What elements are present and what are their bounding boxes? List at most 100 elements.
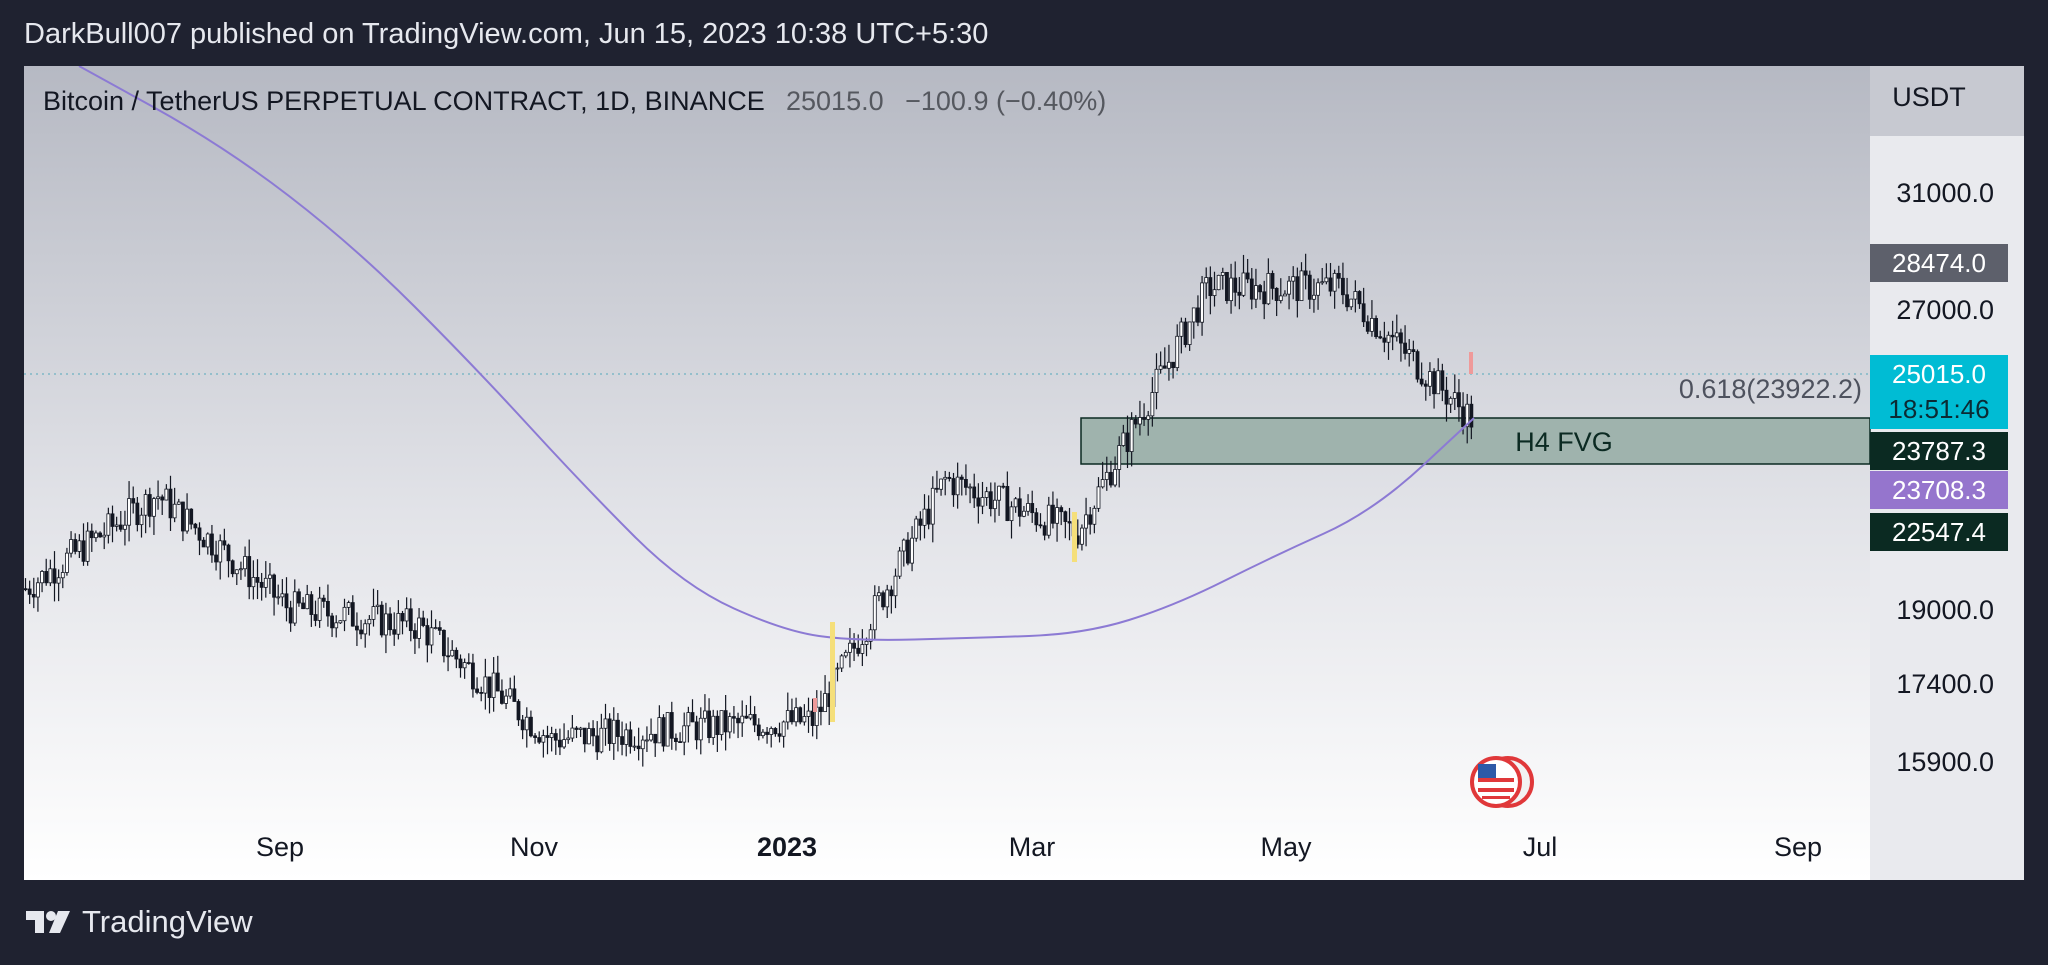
candle bbox=[1146, 410, 1151, 436]
candle bbox=[1303, 253, 1308, 290]
candle bbox=[81, 523, 86, 566]
candle bbox=[744, 704, 749, 719]
candle bbox=[1403, 325, 1407, 360]
candle bbox=[421, 610, 426, 628]
candle bbox=[736, 712, 740, 739]
candle bbox=[1432, 368, 1436, 409]
candle bbox=[437, 621, 442, 636]
candle bbox=[1345, 277, 1349, 312]
candle bbox=[152, 496, 156, 535]
us-flag-icon[interactable] bbox=[1470, 756, 1534, 808]
candle bbox=[1026, 494, 1030, 516]
candle bbox=[1382, 321, 1387, 353]
candle bbox=[454, 647, 459, 669]
price-tag-box bbox=[1870, 513, 2008, 551]
candle bbox=[210, 524, 214, 563]
candle bbox=[375, 590, 380, 615]
candle bbox=[1465, 393, 1470, 444]
candle bbox=[185, 493, 189, 534]
candle bbox=[1138, 400, 1142, 436]
candle bbox=[732, 706, 736, 734]
candle bbox=[922, 494, 927, 539]
candle bbox=[60, 564, 65, 589]
candle bbox=[653, 733, 658, 757]
candle bbox=[1113, 456, 1117, 488]
candle bbox=[272, 573, 276, 616]
candle bbox=[123, 510, 127, 546]
candle bbox=[1237, 277, 1242, 310]
candle bbox=[1448, 396, 1453, 413]
candle bbox=[1278, 278, 1283, 304]
candle bbox=[740, 700, 745, 737]
candle bbox=[549, 726, 554, 752]
candle bbox=[524, 707, 529, 748]
candle bbox=[1059, 505, 1064, 526]
candle bbox=[558, 728, 562, 756]
candle bbox=[44, 558, 49, 586]
candle bbox=[959, 474, 964, 496]
candle bbox=[968, 483, 972, 504]
candle bbox=[906, 532, 910, 566]
candle bbox=[901, 538, 906, 567]
candle bbox=[765, 727, 769, 744]
candle bbox=[661, 714, 666, 752]
candle bbox=[396, 600, 401, 640]
chart-panel[interactable]: H4 FVG 0.618(23922.2) Bitcoin / TetherUS… bbox=[23, 65, 2024, 880]
candle bbox=[1208, 266, 1213, 315]
price-tag-value: 23708.3 bbox=[1892, 475, 1986, 505]
candle bbox=[839, 654, 844, 673]
candle bbox=[309, 591, 314, 627]
candle bbox=[545, 725, 550, 755]
candle bbox=[1270, 270, 1275, 300]
candle bbox=[790, 698, 794, 725]
fvg-rectangle[interactable] bbox=[1080, 417, 1871, 465]
price-tag-value: 23787.3 bbox=[1892, 436, 1986, 466]
price-tag: 22547.4 bbox=[1870, 513, 2008, 551]
candle bbox=[798, 706, 803, 725]
x-tick-label: Sep bbox=[256, 832, 304, 862]
publisher-line: DarkBull007 published on TradingView.com… bbox=[24, 18, 989, 50]
candle bbox=[868, 623, 873, 650]
candle bbox=[794, 697, 798, 727]
candle bbox=[1266, 258, 1271, 306]
candle bbox=[127, 481, 131, 542]
candle bbox=[458, 654, 463, 678]
candle bbox=[1013, 497, 1018, 513]
candle bbox=[52, 551, 57, 602]
candle bbox=[603, 703, 608, 746]
candle bbox=[645, 726, 649, 753]
candle bbox=[247, 539, 252, 600]
candle bbox=[541, 729, 546, 758]
highlight-bar bbox=[830, 622, 835, 722]
candle bbox=[1457, 379, 1461, 422]
candle bbox=[703, 694, 707, 723]
candle bbox=[595, 721, 600, 760]
price-chart[interactable]: H4 FVG 0.618(23922.2) Bitcoin / TetherUS… bbox=[23, 65, 2024, 880]
candle bbox=[147, 487, 152, 528]
plot-background bbox=[24, 66, 1894, 880]
candle bbox=[529, 710, 533, 738]
candle bbox=[222, 528, 227, 551]
candle bbox=[1200, 275, 1204, 336]
candle bbox=[1274, 287, 1279, 317]
candle bbox=[897, 546, 902, 579]
candle bbox=[972, 473, 977, 509]
price-tag-box bbox=[1870, 355, 2008, 429]
candle bbox=[616, 713, 620, 752]
candle bbox=[910, 526, 914, 572]
candle bbox=[682, 712, 687, 756]
footer-brand[interactable]: TradingView bbox=[24, 904, 253, 940]
y-tick-label: 15900.0 bbox=[1896, 747, 1994, 777]
candle bbox=[446, 637, 450, 672]
candle bbox=[1022, 505, 1026, 518]
candle bbox=[885, 584, 890, 618]
candle bbox=[881, 590, 885, 611]
candle bbox=[288, 600, 293, 632]
candle bbox=[777, 722, 782, 743]
candle bbox=[1046, 496, 1051, 539]
candle bbox=[508, 677, 513, 699]
candle bbox=[214, 540, 218, 571]
fvg-zone[interactable]: H4 FVG bbox=[1080, 417, 1871, 465]
candle bbox=[1125, 415, 1130, 469]
price-tag-box bbox=[1870, 471, 2008, 509]
